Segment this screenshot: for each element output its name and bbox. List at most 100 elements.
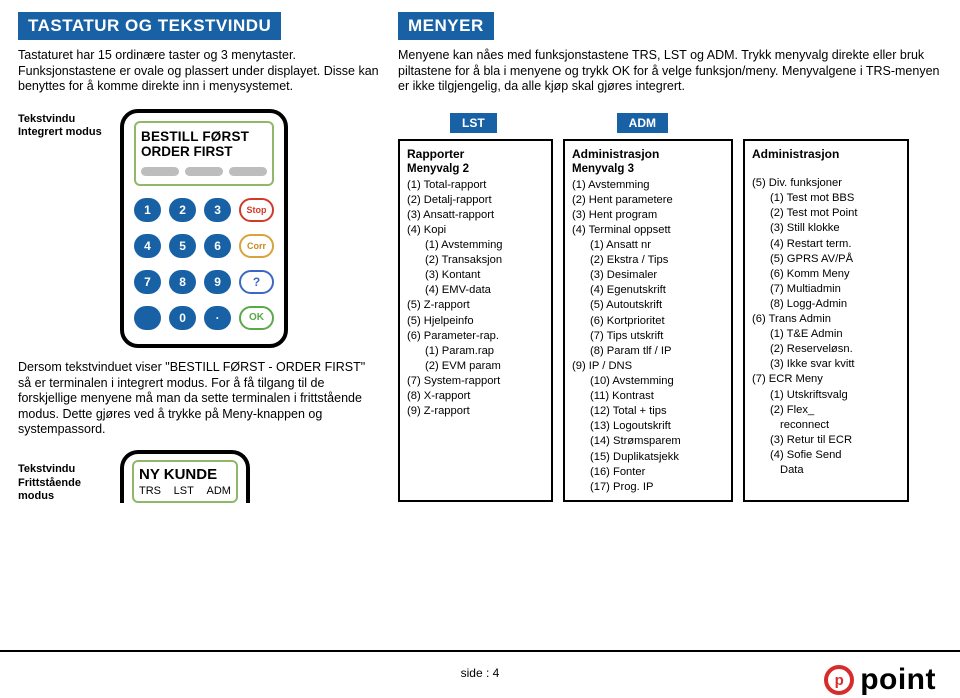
menu-item: (5) Z-rapport [407,298,544,313]
menu-item: (4) Sofie Send [752,448,900,463]
display2-opt-trs: TRS [139,485,161,497]
menu-item: (3) Ikke svar kvitt [752,357,900,372]
left-note: Dersom tekstvinduet viser "BESTILL FØRST… [18,360,380,438]
menu-item: (7) Tips utskrift [572,329,724,344]
menu-item: (5) GPRS AV/PÅ [752,252,900,267]
menu-box-admin-1: Administrasjon Menyvalg 3 (1) Avstemming… [563,139,733,502]
key-blank[interactable] [134,306,161,330]
menu-item: (5) Autoutskrift [572,298,724,313]
menu-item: (2) Flex_ [752,403,900,418]
tab-adm: ADM [617,113,668,133]
display2-opt-adm: ADM [207,485,231,497]
footer: side : 4 p point [0,650,960,698]
menu-item: (4) Terminal oppsett [572,223,724,238]
terminal-integrert: BESTILL FØRST ORDER FIRST 1 2 3 Stop 4 [120,109,288,348]
menu-item: (1) Param.rap [407,344,544,359]
box1-sub: Menyvalg 2 [407,162,544,178]
display2-opt-lst: LST [174,485,194,497]
key-5[interactable]: 5 [169,234,196,258]
menu-box-admin-2: Administrasjon (5) Div. funksjoner(1) Te… [743,139,909,502]
menu-item: (1) Total-rapport [407,178,544,193]
menu-item: (2) EVM param [407,359,544,374]
menu-item: (15) Duplikatsjekk [572,450,724,465]
menu-item: (7) ECR Meny [752,372,900,387]
menu-item: (17) Prog. IP [572,480,724,495]
key-1[interactable]: 1 [134,198,161,222]
menu-item: (3) Kontant [407,268,544,283]
box2-items: (1) Avstemming(2) Hent parametere(3) Hen… [572,178,724,495]
menu-item: (6) Trans Admin [752,312,900,327]
menu-item: (4) Kopi [407,223,544,238]
menu-item: (3) Hent program [572,208,724,223]
key-stop[interactable]: Stop [239,198,274,222]
menu-item: (1) Utskriftsvalg [752,388,900,403]
menu-item: (3) Ansatt-rapport [407,208,544,223]
menu-item: (3) Still klokke [752,221,900,236]
box1-title: Rapporter [407,146,544,162]
key-7[interactable]: 7 [134,270,161,294]
menu-item: (3) Retur til ECR [752,433,900,448]
menu-item: (1) Avstemming [572,178,724,193]
menu-item: (12) Total + tips [572,404,724,419]
menu-item: (4) Restart term. [752,237,900,252]
right-column: MENYER Menyene kan nåes med funksjonstas… [398,12,942,503]
key-question[interactable]: ? [239,270,274,294]
key-9[interactable]: 9 [204,270,231,294]
display-l1: BESTILL FØRST [141,129,267,144]
menu-item: (4) Egenutskrift [572,283,724,298]
menu-item: (2) Transaksjon [407,253,544,268]
key-0[interactable]: 0 [169,306,196,330]
menu-item: (14) Strømsparem [572,434,724,449]
key-corr[interactable]: Corr [239,234,274,258]
box1-items: (1) Total-rapport(2) Detalj-rapport(3) A… [407,178,544,420]
display2-title: NY KUNDE [139,466,231,483]
left-intro: Tastaturet har 15 ordinære taster og 3 m… [18,48,380,95]
menu-item: (6) Komm Meny [752,267,900,282]
menu-item: (8) X-rapport [407,389,544,404]
menu-item: (6) Parameter-rap. [407,329,544,344]
key-4[interactable]: 4 [134,234,161,258]
menu-item: (7) System-rapport [407,374,544,389]
menu-item: (1) Avstemming [407,238,544,253]
box2-sub: Menyvalg 3 [572,162,724,178]
menu-item: (5) Hjelpeinfo [407,314,544,329]
menu-item: (5) Div. funksjoner [752,176,900,191]
menu-item: (9) IP / DNS [572,359,724,374]
menu-item: (2) Detalj-rapport [407,193,544,208]
key-8[interactable]: 8 [169,270,196,294]
box2-title: Administrasjon [572,146,724,162]
key-3[interactable]: 3 [204,198,231,222]
box3-title: Administrasjon [752,146,900,162]
right-title: MENYER [398,12,494,40]
menu-item: Data [752,463,900,478]
logo-text: point [860,663,936,697]
footer-page: side : 4 [461,666,500,680]
tv2-label-l1: Tekstvindu [18,463,110,476]
key-6[interactable]: 6 [204,234,231,258]
menu-item: (8) Param tlf / IP [572,344,724,359]
box3-items: (5) Div. funksjoner(1) Test mot BBS(2) T… [752,176,900,478]
menu-item: (1) Test mot BBS [752,191,900,206]
menu-item: (13) Logoutskrift [572,419,724,434]
tv1-label-l1: Tekstvindu [18,113,110,126]
menu-item: (2) Ekstra / Tips [572,253,724,268]
display-l2: ORDER FIRST [141,144,267,159]
key-ok[interactable]: OK [239,306,274,330]
menu-item: (8) Logg-Admin [752,297,900,312]
menu-item: (7) Multiadmin [752,282,900,297]
terminal-frittstaende: NY KUNDE TRS LST ADM [120,450,250,503]
right-intro: Menyene kan nåes med funksjonstastene TR… [398,48,942,95]
tv2-label-l2: Frittstående [18,477,110,490]
footer-logo: p point [824,663,936,697]
softkey-1[interactable] [141,167,179,176]
menu-item: (2) Test mot Point [752,206,900,221]
key-2[interactable]: 2 [169,198,196,222]
menu-item: (2) Reserveløsn. [752,342,900,357]
menu-item: (10) Avstemming [572,374,724,389]
menu-item: (1) T&E Admin [752,327,900,342]
softkey-3[interactable] [229,167,267,176]
menu-item: reconnect [752,418,900,433]
softkey-2[interactable] [185,167,223,176]
tv1-label-l2: Integrert modus [18,126,110,139]
key-dot[interactable]: · [204,306,231,330]
